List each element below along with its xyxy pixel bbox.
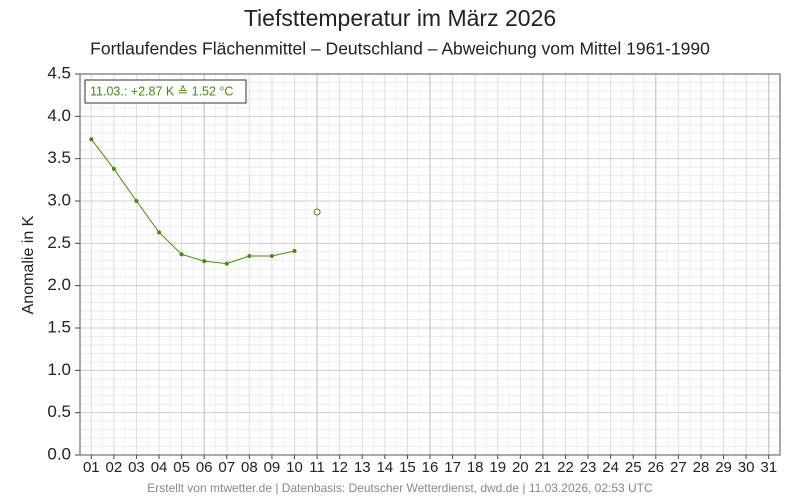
x-tick-label: 17 [444,459,461,476]
x-tick-label: 31 [760,459,777,476]
x-tick-label: 30 [738,459,755,476]
data-point [134,199,139,203]
x-tick-label: 05 [173,459,190,476]
x-tick-label: 07 [218,459,235,476]
y-tick-label: 2.5 [47,233,71,252]
data-point [89,137,94,142]
series-line [90,138,295,265]
data-point [269,254,274,259]
y-axis-label: Anomalie in K [20,215,37,314]
x-tick-label: 27 [670,459,687,476]
y-tick-label: 4.0 [47,106,71,125]
x-tick-label: 14 [376,459,393,476]
x-tick-label: 22 [557,459,574,476]
x-tick-label: 16 [422,459,439,476]
x-tick-label: 13 [354,459,371,476]
x-tick-label: 19 [489,459,506,476]
x-tick-label: 06 [196,459,213,476]
data-point [202,259,207,264]
y-tick-label: 1.0 [47,360,71,379]
x-tick-label: 03 [128,459,145,476]
x-tick-label: 15 [399,459,416,476]
data-point [247,254,252,259]
y-tick-label: 2.0 [47,275,71,294]
x-tick-label: 18 [467,459,484,476]
data-point [224,261,229,266]
chart-subtitle: Fortlaufendes Flächenmittel – Deutschlan… [90,39,710,59]
x-tick-label: 08 [241,459,258,476]
data-point [179,252,184,257]
y-tick-label: 0.0 [47,444,71,463]
x-tick-label: 01 [83,459,100,476]
x-tick-label: 04 [151,459,168,476]
x-tick-label: 10 [286,459,303,476]
y-tick-label: 1.5 [47,317,71,336]
x-tick-label: 25 [625,459,642,476]
annotation: 11.03.: +2.87 K ≙ 1.52 °C [90,84,233,98]
x-tick-label: 11 [309,459,325,476]
x-tick-label: 24 [602,459,619,476]
x-tick-label: 29 [715,459,732,476]
annotation-box [84,79,247,104]
data-point [313,208,321,216]
x-tick-label: 21 [535,459,552,476]
footer: Erstellt von mtwetter.de | Datenbasis: D… [147,481,653,495]
x-tick-label: 02 [106,459,123,476]
y-tick-label: 3.0 [47,190,71,209]
x-tick-label: 12 [331,459,348,476]
y-tick-label: 3.5 [47,148,71,167]
x-tick-label: 28 [693,459,710,476]
x-tick-label: 23 [580,459,597,476]
y-tick-label: 0.5 [47,402,71,421]
x-tick-label: 09 [264,459,281,476]
data-point [111,166,116,171]
x-tick-label: 26 [647,459,664,476]
chart-title: Tiefsttemperatur im März 2026 [244,5,556,31]
y-tick-label: 4.5 [47,63,71,82]
x-tick-label: 20 [512,459,529,476]
data-point [292,248,297,253]
data-point [157,230,162,235]
